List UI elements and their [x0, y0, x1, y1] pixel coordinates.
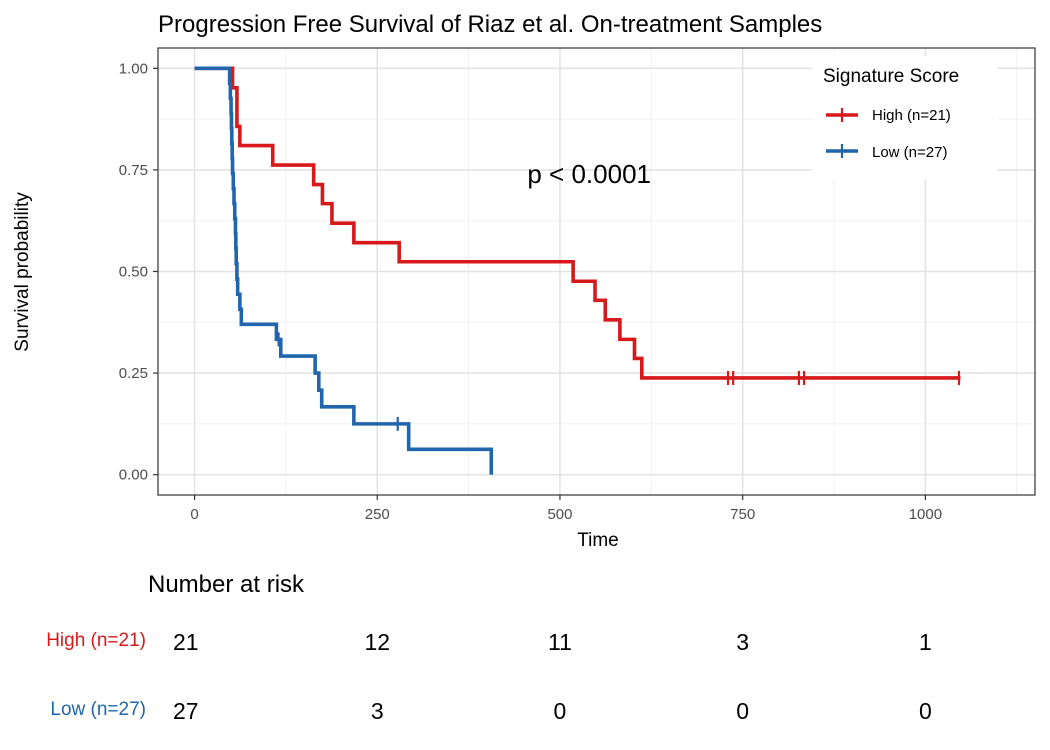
y-tick-label: 1.00 [119, 60, 148, 77]
risk-value: 0 [554, 698, 567, 724]
risk-table-title: Number at risk [148, 571, 305, 598]
y-tick-label: 0.00 [119, 467, 148, 484]
legend-entry-low: Low (n=27) [872, 144, 947, 161]
chart-title: Progression Free Survival of Riaz et al.… [158, 11, 822, 38]
x-tick-label: 1000 [909, 506, 942, 523]
p-value-annotation: p < 0.0001 [527, 159, 651, 189]
y-tick-label: 0.50 [119, 264, 148, 281]
survival-curves [194, 66, 961, 475]
risk-row-label-high: High (n=21) [46, 630, 146, 651]
x-axis-ticks: 0 250 500 750 1000 [190, 495, 942, 523]
risk-value: 12 [364, 629, 390, 655]
legend-keys [826, 108, 858, 158]
y-axis-label: Survival probability [12, 192, 33, 352]
censor-marks [277, 332, 961, 431]
y-axis-ticks: 0.00 0.25 0.50 0.75 1.00 [119, 60, 158, 484]
risk-value: 21 [173, 629, 199, 655]
x-tick-label: 0 [190, 506, 198, 523]
x-axis-label: Time [577, 530, 619, 551]
risk-table-values: 21 12 11 3 1 27 3 0 0 0 [173, 629, 932, 724]
risk-value: 27 [173, 698, 199, 724]
risk-row-label-low: Low (n=27) [50, 699, 146, 720]
x-tick-label: 500 [547, 506, 572, 523]
legend-title: Signature Score [823, 66, 959, 87]
risk-value: 1 [919, 629, 932, 655]
x-tick-label: 250 [365, 506, 390, 523]
curve-low [194, 66, 494, 475]
x-tick-label: 750 [730, 506, 755, 523]
risk-value: 3 [371, 698, 384, 724]
risk-value: 0 [919, 698, 932, 724]
legend-entry-high: High (n=21) [872, 107, 951, 124]
risk-value: 0 [736, 698, 749, 724]
curve-high [194, 66, 961, 380]
y-tick-label: 0.25 [119, 365, 148, 382]
legend: Signature Score High (n=21) Low (n=27) [812, 56, 998, 180]
y-tick-label: 0.75 [119, 162, 148, 179]
risk-value: 11 [548, 629, 572, 655]
risk-value: 3 [736, 629, 749, 655]
